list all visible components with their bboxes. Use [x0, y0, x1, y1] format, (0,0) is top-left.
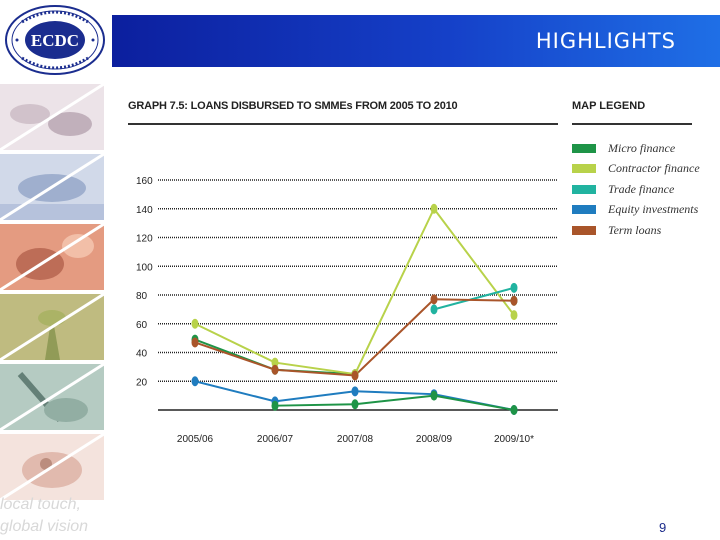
chart-title: GRAPH 7.5: LOANS DISBURSED TO SMMEs FROM… — [128, 100, 458, 112]
x-tick-label: 2009/10* — [494, 434, 534, 445]
data-point — [510, 310, 518, 321]
slogan: local touch, global vision — [0, 494, 108, 538]
y-tick-label: 140 — [136, 205, 153, 216]
legend-label: Trade finance — [608, 181, 675, 196]
series-line-4 — [194, 298, 515, 377]
y-tick-label: 160 — [136, 176, 153, 187]
legend: Micro finance Contractor finance Trade fin… — [572, 138, 700, 241]
data-point — [430, 304, 438, 315]
data-point — [271, 364, 279, 375]
data-point — [430, 390, 438, 401]
handshake-photo — [0, 154, 104, 220]
ecdc-logo: ECDC — [4, 4, 106, 76]
legend-item: Micro finance — [572, 138, 700, 159]
y-tick-label: 120 — [136, 234, 153, 245]
data-point — [510, 282, 518, 293]
y-tick-label: 100 — [136, 262, 153, 273]
x-tick-label: 2008/09 — [416, 434, 453, 445]
y-tick-label: 40 — [136, 349, 148, 360]
legend-swatch — [572, 164, 596, 174]
data-point — [351, 399, 359, 410]
header-bar — [112, 15, 720, 67]
series-line-1 — [194, 206, 515, 376]
data-point — [191, 318, 199, 329]
data-point — [430, 294, 438, 305]
chart-title-rule — [128, 123, 558, 125]
legend-item: Equity investments — [572, 200, 700, 221]
legend-swatch — [572, 184, 596, 194]
y-tick-label: 60 — [136, 320, 148, 331]
x-tick-label: 2007/08 — [337, 434, 374, 445]
line-chart: 20 40 60 80 100 120 140 160 2005/06 2006/07 2007/0… — [136, 176, 558, 445]
data-point — [271, 357, 279, 368]
data-point — [191, 337, 199, 348]
slogan-line-1: local touch, — [0, 496, 81, 513]
coins-photo — [0, 84, 104, 150]
plant-photo — [0, 294, 104, 360]
page-title: HIGHLIGHTS — [535, 29, 676, 53]
photo-strip — [0, 84, 104, 502]
legend-label: Equity investments — [608, 202, 699, 217]
slogan-line-2: global vision — [0, 518, 89, 535]
x-tick-label: 2005/06 — [177, 434, 214, 445]
legend-rule — [572, 123, 692, 125]
header: HIGHLIGHTS — [0, 0, 720, 68]
data-point — [510, 295, 518, 306]
legend-swatch — [572, 225, 596, 235]
data-point — [351, 370, 359, 381]
legend-label: Micro finance — [608, 140, 676, 155]
data-point — [430, 203, 438, 214]
legend-item: Term loans — [572, 220, 700, 241]
y-tick-label: 80 — [136, 291, 148, 302]
data-point — [351, 386, 359, 397]
legend-label: Contractor finance — [608, 161, 700, 176]
writing-photo — [0, 364, 104, 430]
legend-label: Term loans — [608, 222, 662, 237]
y-tick-label: 20 — [136, 377, 148, 388]
series-line-5 — [274, 394, 515, 411]
data-point — [510, 405, 518, 415]
hands-photo — [0, 224, 104, 290]
legend-item: Contractor finance — [572, 159, 700, 180]
legend-swatch — [572, 143, 596, 153]
key-photo — [0, 434, 104, 500]
logo-text: ECDC — [31, 31, 79, 50]
data-point — [191, 376, 199, 387]
data-point — [271, 400, 279, 411]
legend-title: MAP LEGEND — [572, 100, 646, 112]
legend-swatch — [572, 205, 596, 215]
x-tick-label: 2006/07 — [257, 434, 294, 445]
page-number: 9 — [659, 520, 667, 535]
series-line-2 — [433, 286, 515, 311]
legend-item: Trade finance — [572, 179, 700, 200]
